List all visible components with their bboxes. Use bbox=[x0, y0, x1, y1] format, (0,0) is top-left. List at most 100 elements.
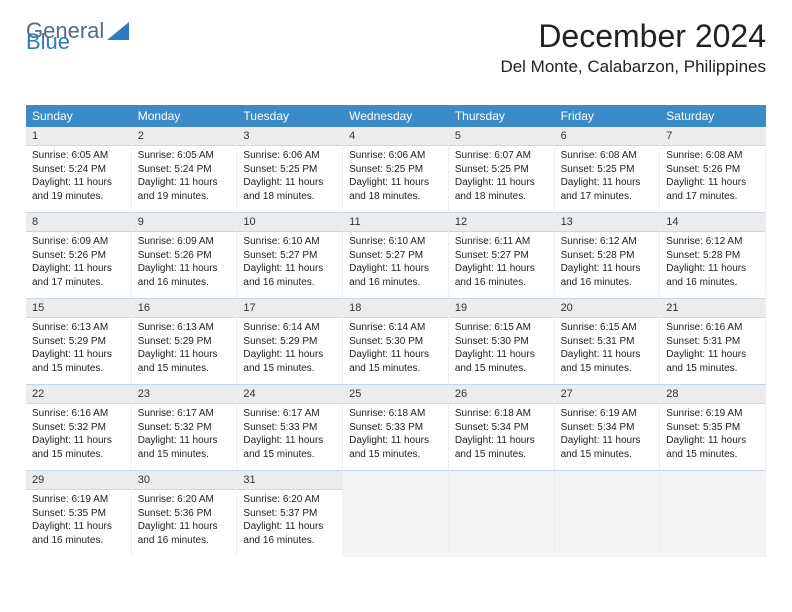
day-number: 1 bbox=[26, 127, 131, 146]
daylight-text-2: and 15 minutes. bbox=[561, 448, 654, 462]
sunset-text: Sunset: 5:35 PM bbox=[32, 507, 125, 521]
sunrise-text: Sunrise: 6:14 AM bbox=[349, 321, 442, 335]
day-number: 5 bbox=[449, 127, 554, 146]
day-header: Monday bbox=[132, 105, 238, 127]
daylight-text-1: Daylight: 11 hours bbox=[32, 520, 125, 534]
day-cell: 27Sunrise: 6:19 AMSunset: 5:34 PMDayligh… bbox=[555, 385, 661, 471]
daylight-text-2: and 18 minutes. bbox=[243, 190, 336, 204]
daylight-text-2: and 17 minutes. bbox=[32, 276, 125, 290]
day-details: Sunrise: 6:10 AMSunset: 5:27 PMDaylight:… bbox=[343, 232, 448, 295]
day-number: 23 bbox=[132, 385, 237, 404]
sunset-text: Sunset: 5:25 PM bbox=[243, 163, 336, 177]
sunrise-text: Sunrise: 6:08 AM bbox=[666, 149, 759, 163]
sunset-text: Sunset: 5:36 PM bbox=[138, 507, 231, 521]
day-number: 13 bbox=[555, 213, 660, 232]
daylight-text-2: and 16 minutes. bbox=[138, 276, 231, 290]
day-header: Tuesday bbox=[237, 105, 343, 127]
daylight-text-1: Daylight: 11 hours bbox=[349, 434, 442, 448]
sunset-text: Sunset: 5:29 PM bbox=[32, 335, 125, 349]
daylight-text-2: and 15 minutes. bbox=[666, 362, 759, 376]
sunrise-text: Sunrise: 6:05 AM bbox=[138, 149, 231, 163]
day-details: Sunrise: 6:08 AMSunset: 5:26 PMDaylight:… bbox=[660, 146, 765, 209]
day-cell: 6Sunrise: 6:08 AMSunset: 5:25 PMDaylight… bbox=[555, 127, 661, 213]
day-details: Sunrise: 6:17 AMSunset: 5:32 PMDaylight:… bbox=[132, 404, 237, 467]
day-number: 6 bbox=[555, 127, 660, 146]
sunrise-text: Sunrise: 6:16 AM bbox=[666, 321, 759, 335]
day-details: Sunrise: 6:13 AMSunset: 5:29 PMDaylight:… bbox=[26, 318, 131, 381]
daylight-text-1: Daylight: 11 hours bbox=[243, 434, 336, 448]
day-cell: 5Sunrise: 6:07 AMSunset: 5:25 PMDaylight… bbox=[449, 127, 555, 213]
daylight-text-2: and 18 minutes. bbox=[349, 190, 442, 204]
day-cell: 11Sunrise: 6:10 AMSunset: 5:27 PMDayligh… bbox=[343, 213, 449, 299]
day-details: Sunrise: 6:15 AMSunset: 5:31 PMDaylight:… bbox=[555, 318, 660, 381]
daylight-text-2: and 17 minutes. bbox=[666, 190, 759, 204]
day-details: Sunrise: 6:19 AMSunset: 5:35 PMDaylight:… bbox=[660, 404, 765, 467]
sunset-text: Sunset: 5:30 PM bbox=[349, 335, 442, 349]
day-details: Sunrise: 6:12 AMSunset: 5:28 PMDaylight:… bbox=[660, 232, 765, 295]
day-cell: 26Sunrise: 6:18 AMSunset: 5:34 PMDayligh… bbox=[449, 385, 555, 471]
day-details: Sunrise: 6:06 AMSunset: 5:25 PMDaylight:… bbox=[237, 146, 342, 209]
daylight-text-1: Daylight: 11 hours bbox=[561, 176, 654, 190]
sunrise-text: Sunrise: 6:11 AM bbox=[455, 235, 548, 249]
day-cell: 22Sunrise: 6:16 AMSunset: 5:32 PMDayligh… bbox=[26, 385, 132, 471]
sunrise-text: Sunrise: 6:19 AM bbox=[666, 407, 759, 421]
sunset-text: Sunset: 5:29 PM bbox=[243, 335, 336, 349]
sunset-text: Sunset: 5:29 PM bbox=[138, 335, 231, 349]
day-cell: 1Sunrise: 6:05 AMSunset: 5:24 PMDaylight… bbox=[26, 127, 132, 213]
sunrise-text: Sunrise: 6:12 AM bbox=[666, 235, 759, 249]
daylight-text-2: and 15 minutes. bbox=[666, 448, 759, 462]
day-cell: 8Sunrise: 6:09 AMSunset: 5:26 PMDaylight… bbox=[26, 213, 132, 299]
day-number: 15 bbox=[26, 299, 131, 318]
empty-cell bbox=[555, 471, 661, 557]
daylight-text-2: and 19 minutes. bbox=[138, 190, 231, 204]
sunset-text: Sunset: 5:24 PM bbox=[138, 163, 231, 177]
day-details: Sunrise: 6:20 AMSunset: 5:36 PMDaylight:… bbox=[132, 490, 237, 553]
title-block: December 2024 Del Monte, Calabarzon, Phi… bbox=[500, 18, 766, 77]
daylight-text-1: Daylight: 11 hours bbox=[666, 348, 759, 362]
sunrise-text: Sunrise: 6:06 AM bbox=[349, 149, 442, 163]
day-details: Sunrise: 6:16 AMSunset: 5:32 PMDaylight:… bbox=[26, 404, 131, 467]
day-number: 11 bbox=[343, 213, 448, 232]
day-details: Sunrise: 6:12 AMSunset: 5:28 PMDaylight:… bbox=[555, 232, 660, 295]
daylight-text-2: and 16 minutes. bbox=[349, 276, 442, 290]
location: Del Monte, Calabarzon, Philippines bbox=[500, 57, 766, 77]
daylight-text-2: and 18 minutes. bbox=[455, 190, 548, 204]
sunrise-text: Sunrise: 6:17 AM bbox=[138, 407, 231, 421]
sunset-text: Sunset: 5:27 PM bbox=[349, 249, 442, 263]
day-number: 8 bbox=[26, 213, 131, 232]
day-cell: 10Sunrise: 6:10 AMSunset: 5:27 PMDayligh… bbox=[237, 213, 343, 299]
sunset-text: Sunset: 5:31 PM bbox=[561, 335, 654, 349]
day-details: Sunrise: 6:11 AMSunset: 5:27 PMDaylight:… bbox=[449, 232, 554, 295]
sunrise-text: Sunrise: 6:17 AM bbox=[243, 407, 336, 421]
daylight-text-1: Daylight: 11 hours bbox=[32, 348, 125, 362]
day-cell: 12Sunrise: 6:11 AMSunset: 5:27 PMDayligh… bbox=[449, 213, 555, 299]
weeks-container: 1 Sunrise: 6:05 AMSunset: 5:24 PM Daylight… bbox=[26, 127, 766, 557]
day-cell: 17Sunrise: 6:14 AMSunset: 5:29 PMDayligh… bbox=[237, 299, 343, 385]
sunrise-text: Sunrise: 6:15 AM bbox=[455, 321, 548, 335]
sunset-text: Sunset: 5:27 PM bbox=[243, 249, 336, 263]
daylight-text-1: Daylight: 11 hours bbox=[32, 176, 125, 190]
daylight-text-2: and 15 minutes. bbox=[32, 448, 125, 462]
day-details: Sunrise: 6:18 AMSunset: 5:33 PMDaylight:… bbox=[343, 404, 448, 467]
day-number: 3 bbox=[237, 127, 342, 146]
day-number: 28 bbox=[660, 385, 765, 404]
day-cell: 3Sunrise: 6:06 AMSunset: 5:25 PMDaylight… bbox=[237, 127, 343, 213]
daylight-text-2: and 16 minutes. bbox=[32, 534, 125, 548]
day-cell: 23Sunrise: 6:17 AMSunset: 5:32 PMDayligh… bbox=[132, 385, 238, 471]
day-details: Sunrise: 6:14 AMSunset: 5:30 PMDaylight:… bbox=[343, 318, 448, 381]
day-details: Sunrise: 6:20 AMSunset: 5:37 PMDaylight:… bbox=[237, 490, 342, 553]
day-cell: 25Sunrise: 6:18 AMSunset: 5:33 PMDayligh… bbox=[343, 385, 449, 471]
day-number: 29 bbox=[26, 471, 131, 490]
sunrise-text: Sunrise: 6:19 AM bbox=[561, 407, 654, 421]
sunrise-text: Sunrise: 6:13 AM bbox=[32, 321, 125, 335]
day-cell: 30Sunrise: 6:20 AMSunset: 5:36 PMDayligh… bbox=[132, 471, 238, 557]
calendar-page: General Blue December 2024 Del Monte, Ca… bbox=[0, 0, 792, 575]
sunrise-text: Sunrise: 6:06 AM bbox=[243, 149, 336, 163]
daylight-text-1: Daylight: 11 hours bbox=[455, 262, 548, 276]
sunset-text: Sunset: 5:26 PM bbox=[32, 249, 125, 263]
logo: General Blue bbox=[26, 18, 129, 44]
daylight-text-1: Daylight: 11 hours bbox=[243, 262, 336, 276]
daylight-text-2: and 15 minutes. bbox=[561, 362, 654, 376]
daylight-text-1: Daylight: 11 hours bbox=[138, 520, 231, 534]
sunrise-text: Sunrise: 6:10 AM bbox=[349, 235, 442, 249]
